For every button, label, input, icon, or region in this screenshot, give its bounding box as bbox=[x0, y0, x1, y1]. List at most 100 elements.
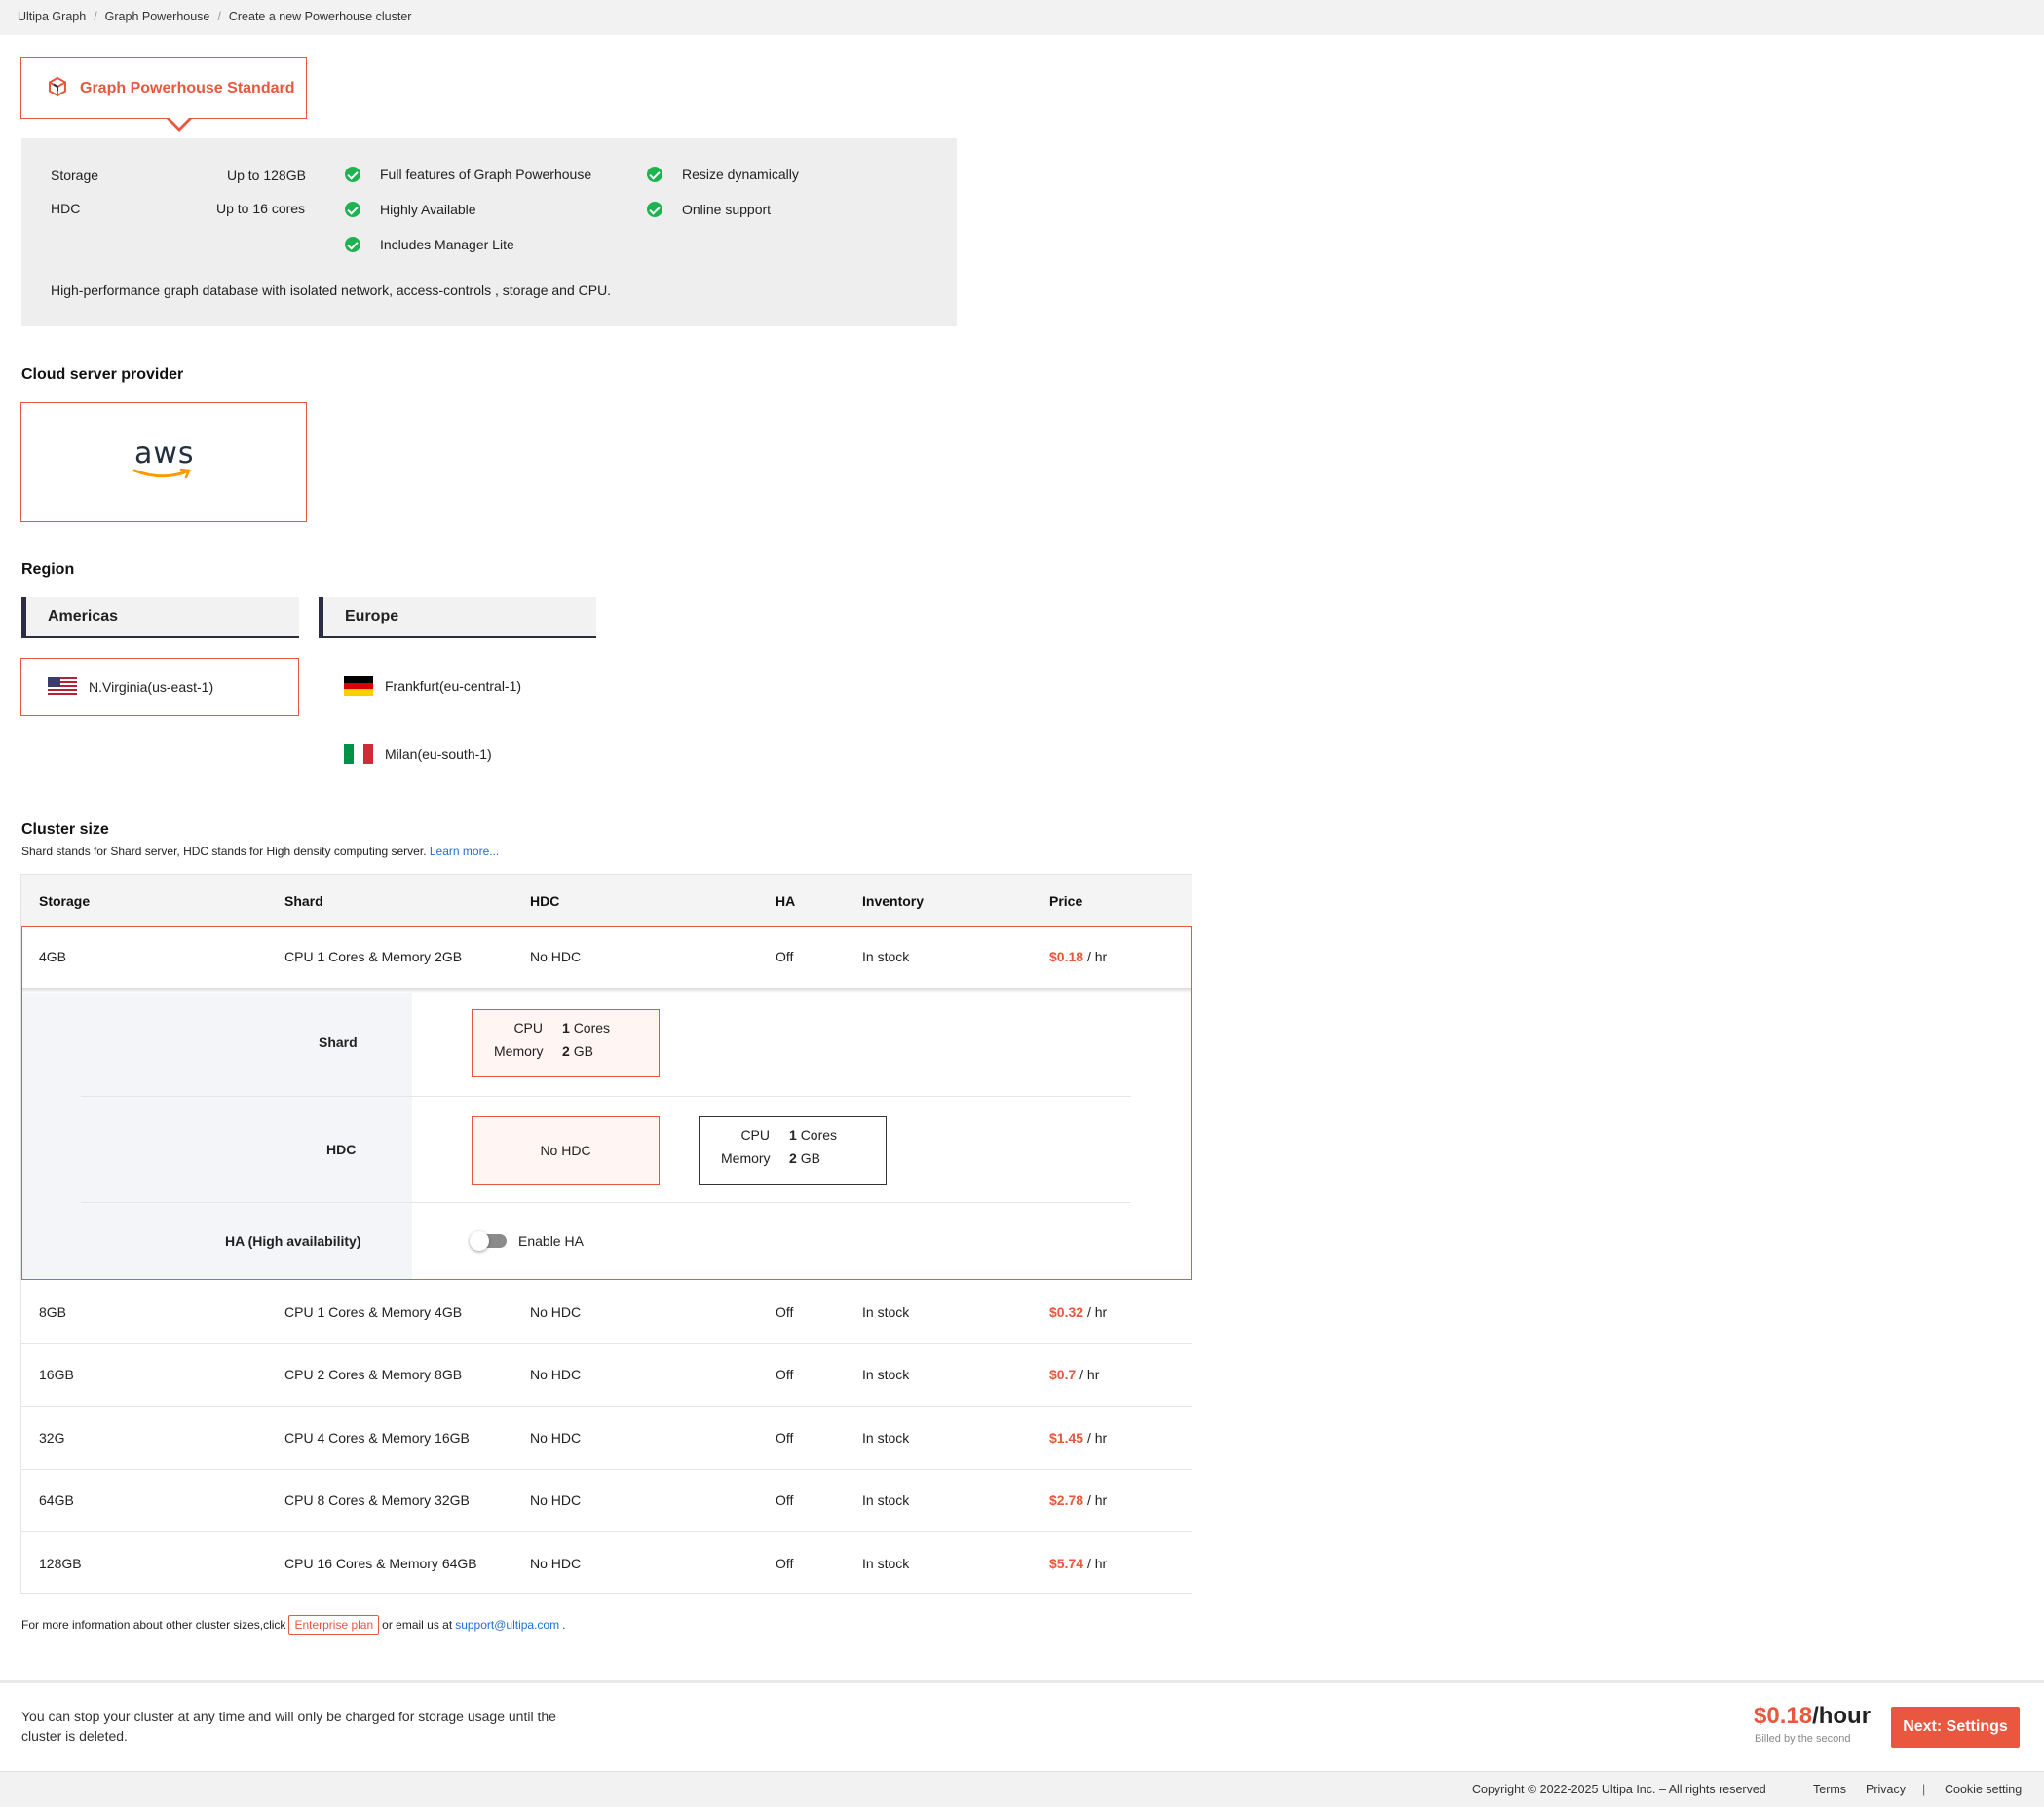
cell-hdc: No HDC bbox=[530, 1556, 582, 1571]
region-option-eu-south-1[interactable]: Milan(eu-south-1) bbox=[344, 744, 492, 764]
cell-inventory: In stock bbox=[862, 1556, 910, 1571]
cell-storage: 4GB bbox=[39, 949, 67, 964]
cell-storage: 32G bbox=[39, 1430, 65, 1446]
feature-label: Full features of Graph Powerhouse bbox=[380, 167, 592, 182]
cell-inventory: In stock bbox=[862, 1367, 910, 1382]
region-tab-label: Americas bbox=[48, 608, 119, 624]
cell-price: $0.18 / hr bbox=[1049, 949, 1107, 964]
hdc-option-1core[interactable]: CPU 1 Cores Memory 2 GB bbox=[699, 1116, 887, 1185]
provider-card-aws[interactable]: aws bbox=[20, 402, 307, 522]
region-tab-europe[interactable]: Europe bbox=[319, 597, 596, 638]
cell-shard: CPU 4 Cores & Memory 16GB bbox=[284, 1430, 470, 1446]
cluster-size-subtitle: Shard stands for Shard server, HDC stand… bbox=[21, 845, 499, 858]
feature-resize: Resize dynamically bbox=[647, 167, 799, 182]
product-features-panel bbox=[21, 138, 957, 326]
price-unit: / hr bbox=[1086, 1492, 1108, 1508]
detail-hdc-label: HDC bbox=[326, 1142, 357, 1157]
row-divider bbox=[21, 1531, 1192, 1532]
col-hdc: HDC bbox=[530, 893, 560, 909]
page-footer bbox=[0, 1771, 2044, 1807]
cell-hdc: No HDC bbox=[530, 1367, 582, 1382]
region-title: Region bbox=[21, 561, 75, 578]
price-unit: / hr bbox=[1086, 1556, 1108, 1571]
cell-hdc: No HDC bbox=[530, 1492, 582, 1508]
region-option-eu-central-1[interactable]: Frankfurt(eu-central-1) bbox=[344, 676, 521, 696]
detail-label-column bbox=[22, 991, 412, 1279]
cell-ha: Off bbox=[776, 949, 794, 964]
copyright-text: Copyright © 2022-2025 Ultipa Inc. – All … bbox=[1472, 1783, 1766, 1796]
cpu-value: 1 Cores bbox=[789, 1127, 838, 1143]
more-info-line: For more information about other cluster… bbox=[21, 1615, 565, 1635]
feature-label: Includes Manager Lite bbox=[380, 237, 514, 252]
table-header bbox=[21, 875, 1192, 926]
spec-value-storage: Up to 128GB bbox=[227, 168, 306, 183]
privacy-link[interactable]: Privacy bbox=[1866, 1783, 1906, 1796]
detail-ha-label: HA (High availability) bbox=[225, 1233, 361, 1249]
card-pointer-inner bbox=[168, 116, 191, 128]
product-card[interactable]: Graph Powerhouse Standard bbox=[20, 57, 307, 132]
terms-link[interactable]: Terms bbox=[1813, 1783, 1847, 1796]
cell-ha: Off bbox=[776, 1367, 794, 1382]
us-flag-icon bbox=[48, 677, 77, 696]
total-price-value: $0.18 bbox=[1754, 1703, 1813, 1729]
support-email-link[interactable]: support@ultipa.com bbox=[455, 1618, 560, 1632]
memory-label: Memory bbox=[494, 1043, 544, 1059]
more-info-prefix: For more information about other cluster… bbox=[21, 1618, 286, 1632]
feature-ha: Highly Available bbox=[345, 202, 476, 217]
price-value: $0.7 bbox=[1049, 1367, 1077, 1382]
cell-ha: Off bbox=[776, 1304, 794, 1320]
cell-storage: 64GB bbox=[39, 1492, 74, 1508]
cell-hdc: No HDC bbox=[530, 949, 582, 964]
cell-shard: CPU 8 Cores & Memory 32GB bbox=[284, 1492, 470, 1508]
breadcrumb-item-ultipa-graph[interactable]: Ultipa Graph bbox=[18, 10, 87, 23]
product-description: High-performance graph database with iso… bbox=[51, 282, 612, 298]
table-row[interactable] bbox=[21, 1408, 1192, 1469]
check-icon bbox=[345, 167, 360, 182]
cell-ha: Off bbox=[776, 1556, 794, 1571]
cell-storage: 16GB bbox=[39, 1367, 74, 1382]
table-row[interactable] bbox=[21, 1344, 1192, 1406]
price-unit: / hr bbox=[1079, 1367, 1100, 1382]
breadcrumb-item-current: Create a new Powerhouse cluster bbox=[228, 10, 412, 23]
breadcrumb-separator: / bbox=[94, 10, 97, 23]
spec-key-storage: Storage bbox=[51, 168, 99, 183]
price-unit: / hr bbox=[1086, 949, 1108, 964]
memory-value: 2 GB bbox=[562, 1043, 593, 1059]
cell-inventory: In stock bbox=[862, 949, 910, 964]
col-price: Price bbox=[1049, 893, 1083, 909]
learn-more-link[interactable]: Learn more... bbox=[429, 845, 500, 858]
price-value: $0.32 bbox=[1049, 1304, 1084, 1320]
detail-shadow bbox=[22, 988, 1191, 993]
feature-label: Resize dynamically bbox=[682, 167, 799, 182]
memory-label: Memory bbox=[721, 1150, 771, 1166]
cell-price: $0.7 / hr bbox=[1049, 1367, 1099, 1382]
spec-key-hdc: HDC bbox=[51, 201, 81, 216]
check-icon bbox=[345, 237, 360, 252]
ha-toggle[interactable] bbox=[470, 1231, 507, 1251]
hdc-option-none-selected[interactable]: No HDC bbox=[472, 1116, 660, 1185]
table-row-selected[interactable] bbox=[21, 926, 1192, 1280]
check-icon bbox=[647, 202, 662, 217]
region-tab-label: Europe bbox=[345, 608, 399, 624]
table-row[interactable] bbox=[21, 1533, 1192, 1595]
cube-icon bbox=[47, 76, 68, 100]
table-row[interactable] bbox=[21, 1470, 1192, 1531]
feature-support: Online support bbox=[647, 202, 771, 217]
col-ha: HA bbox=[776, 893, 796, 909]
cell-price: $0.32 / hr bbox=[1049, 1304, 1107, 1320]
memory-value: 2 GB bbox=[789, 1150, 820, 1166]
breadcrumb-item-graph-powerhouse[interactable]: Graph Powerhouse bbox=[104, 10, 210, 23]
col-storage: Storage bbox=[39, 893, 91, 909]
cookie-setting-link[interactable]: Cookie setting bbox=[1945, 1783, 2023, 1796]
cell-inventory: In stock bbox=[862, 1430, 910, 1446]
table-row[interactable] bbox=[21, 1282, 1192, 1343]
shard-option-selected[interactable]: CPU 1 Cores Memory 2 GB bbox=[472, 1009, 660, 1077]
cell-ha: Off bbox=[776, 1492, 794, 1508]
enterprise-plan-button[interactable]: Enterprise plan bbox=[288, 1615, 380, 1635]
footer-divider: | bbox=[1922, 1783, 1926, 1796]
cell-price: $1.45 / hr bbox=[1049, 1430, 1107, 1446]
cell-price: $2.78 / hr bbox=[1049, 1492, 1107, 1508]
next-settings-button[interactable]: Next: Settings bbox=[1891, 1707, 2020, 1748]
region-option-us-east-1[interactable]: N.Virginia(us-east-1) bbox=[20, 658, 299, 716]
region-tab-americas[interactable]: Americas bbox=[21, 597, 299, 638]
